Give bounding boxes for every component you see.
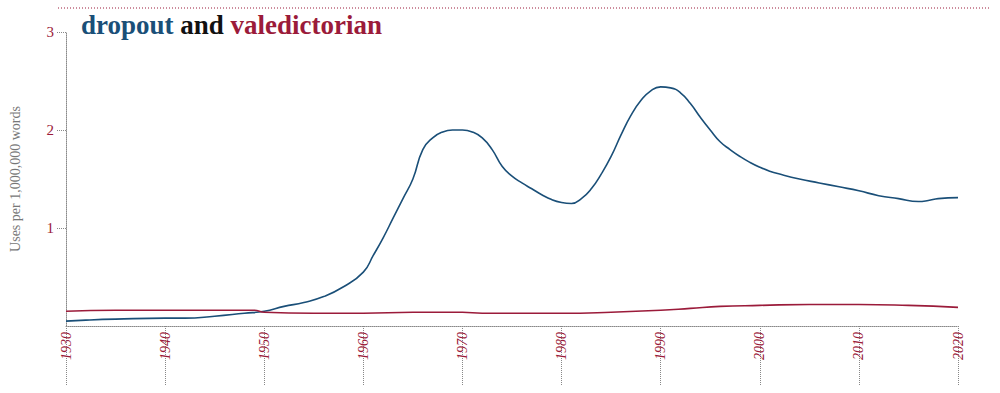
svg-text:1: 1 (47, 220, 55, 236)
svg-text:and: and (180, 10, 224, 40)
svg-text:Uses per 1,000,000 words: Uses per 1,000,000 words (8, 106, 23, 252)
svg-text:2010: 2010 (851, 332, 866, 360)
svg-text:1970: 1970 (455, 332, 470, 360)
svg-text:1930: 1930 (59, 332, 74, 360)
svg-text:dropout: dropout (81, 10, 174, 40)
svg-text:1980: 1980 (554, 332, 569, 360)
svg-text:2: 2 (47, 122, 55, 138)
svg-text:valedictorian: valedictorian (231, 10, 382, 40)
svg-text:1950: 1950 (257, 332, 272, 360)
svg-text:2020: 2020 (951, 332, 966, 360)
svg-text:1940: 1940 (158, 332, 173, 360)
svg-text:2000: 2000 (752, 332, 767, 360)
svg-text:3: 3 (47, 24, 55, 40)
svg-text:1990: 1990 (653, 332, 668, 360)
svg-text:1960: 1960 (356, 332, 371, 360)
